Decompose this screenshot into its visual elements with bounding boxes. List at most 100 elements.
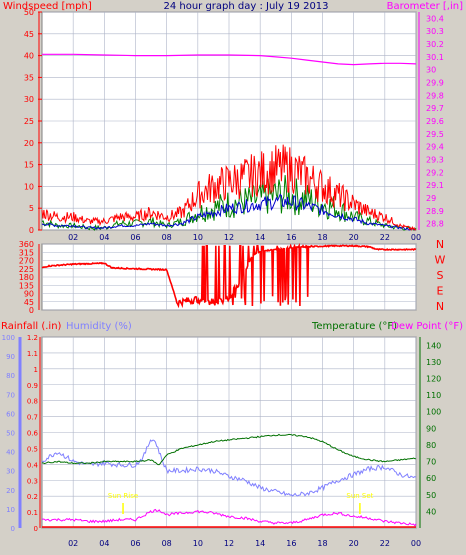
temperature-tick-label: 120 bbox=[426, 375, 441, 384]
direction-tick-label: 180 bbox=[19, 273, 34, 282]
time-tick-label: 12 bbox=[224, 539, 234, 548]
time-tick-label: 14 bbox=[255, 539, 265, 548]
barometer-tick-label: 28.8 bbox=[426, 220, 444, 229]
dewpoint-axis-title: Dew Point (°F) bbox=[391, 321, 463, 332]
temperature-series bbox=[42, 433, 417, 466]
compass-label: E bbox=[437, 285, 444, 298]
rain-tick-label: 0 bbox=[34, 525, 38, 533]
time-tick-label: 10 bbox=[193, 233, 203, 242]
temperature-tick-label: 40 bbox=[426, 507, 436, 516]
barometer-tick-label: 30.1 bbox=[426, 53, 444, 62]
temperature-axis-ticks: 40 50 60 70 80 90 100 110 120 130 140 bbox=[419, 337, 441, 528]
humidity-tick-label: 100 bbox=[2, 334, 15, 342]
temperature-tick-label: 100 bbox=[426, 408, 441, 417]
barometer-tick-label: 30 bbox=[426, 66, 436, 75]
temperature-tick-label: 140 bbox=[426, 341, 441, 350]
time-tick-label: 20 bbox=[349, 233, 359, 242]
wind-tick-label: 30 bbox=[24, 95, 34, 104]
humidity-axis-title: Humidity (%) bbox=[66, 321, 132, 332]
humidity-tick-label: 50 bbox=[6, 430, 15, 438]
barometer-tick-label: 29.7 bbox=[426, 104, 444, 113]
wind-tick-label: 50 bbox=[24, 8, 34, 17]
wind-tick-label: 40 bbox=[24, 52, 34, 61]
rain-tick-label: 0.5 bbox=[27, 445, 38, 453]
time-tick-label: 04 bbox=[99, 233, 109, 242]
rain-tick-label: 1.2 bbox=[27, 334, 38, 342]
wind-tick-label: 0 bbox=[29, 226, 34, 235]
sunset-label: Sun Set bbox=[346, 492, 373, 500]
wind-tick-label: 20 bbox=[24, 139, 34, 148]
direction-tick-label: 315 bbox=[19, 248, 34, 257]
barometer-axis-title: Barometer [,in] bbox=[387, 1, 463, 12]
time-tick-label: 20 bbox=[349, 539, 359, 548]
rain-tick-label: 1.1 bbox=[27, 350, 38, 358]
humidity-tick-label: 40 bbox=[6, 449, 15, 457]
compass-label: N bbox=[436, 238, 444, 251]
time-tick-label: 18 bbox=[317, 539, 327, 548]
humidity-tick-label: 0 bbox=[11, 525, 15, 533]
direction-tick-label: 0 bbox=[29, 306, 34, 315]
wind-axis-ticks: 0 5 10 15 20 25 30 35 40 45 50 bbox=[24, 8, 42, 235]
direction-tick-label: 90 bbox=[24, 290, 34, 299]
time-tick-label: 04 bbox=[99, 539, 109, 548]
wind-tick-label: 5 bbox=[29, 204, 34, 213]
time-tick-label: 02 bbox=[68, 233, 78, 242]
barometer-tick-label: 29.3 bbox=[426, 155, 444, 164]
barometer-series bbox=[42, 53, 417, 66]
temperature-tick-label: 70 bbox=[426, 458, 436, 467]
rain-axis-title: Rainfall (.in) bbox=[1, 321, 62, 332]
wind-series bbox=[41, 53, 417, 231]
barometer-tick-label: 29.1 bbox=[426, 181, 444, 190]
rain-tick-label: 0.7 bbox=[27, 414, 38, 422]
rain-axis-ticks: 0 0.1 0.2 0.3 0.4 0.5 0.6 0.7 0.8 0.9 1 1.1 1.2 bbox=[27, 334, 41, 533]
humidity-tick-label: 70 bbox=[6, 391, 15, 399]
wind-tick-label: 45 bbox=[24, 30, 34, 39]
time-tick-label: 22 bbox=[380, 539, 390, 548]
humidity-tick-label: 60 bbox=[6, 410, 15, 418]
dewpoint-series bbox=[41, 508, 417, 527]
sunrise-label: Sun Rise bbox=[108, 492, 138, 500]
time-tick-label: 14 bbox=[255, 233, 265, 242]
temperature-tick-label: 50 bbox=[426, 491, 436, 500]
direction-tick-label: 270 bbox=[19, 257, 34, 266]
rain-tick-label: 0.8 bbox=[27, 398, 38, 406]
time-tick-label: 00 bbox=[411, 539, 421, 548]
direction-series bbox=[41, 242, 417, 309]
humidity-tick-label: 10 bbox=[6, 506, 15, 514]
rain-tick-label: 0.3 bbox=[27, 477, 38, 485]
rain-tick-label: 0.6 bbox=[27, 430, 39, 438]
time-tick-label: 18 bbox=[317, 233, 327, 242]
barometer-tick-label: 29.2 bbox=[426, 168, 444, 177]
compass-label: W bbox=[435, 254, 446, 267]
time-tick-label: 00 bbox=[411, 233, 421, 242]
humidity-tick-label: 20 bbox=[6, 487, 15, 495]
barometer-tick-label: 29 bbox=[426, 194, 436, 203]
wind-time-axis: 02 04 06 08 10 12 14 16 18 20 22 00 bbox=[68, 233, 421, 242]
direction-tick-label: 135 bbox=[19, 281, 34, 290]
time-tick-label: 16 bbox=[286, 233, 296, 242]
temperature-tick-label: 130 bbox=[426, 358, 441, 367]
time-tick-label: 06 bbox=[130, 233, 140, 242]
rain-tick-label: 0.4 bbox=[27, 461, 39, 469]
climate-grid bbox=[42, 336, 417, 529]
sun-annotations: Sun Rise Sun Set bbox=[108, 492, 374, 514]
barometer-tick-label: 29.6 bbox=[426, 117, 444, 126]
barometer-tick-label: 29.4 bbox=[426, 143, 444, 152]
average-wind-series bbox=[41, 193, 416, 231]
direction-tick-label: 225 bbox=[19, 265, 34, 274]
time-tick-label: 06 bbox=[130, 539, 140, 548]
temperature-tick-label: 60 bbox=[426, 474, 436, 483]
humidity-axis-ticks: 0 10 20 30 40 50 60 70 80 90 100 bbox=[2, 334, 22, 533]
wind-axis-title: Windspeed [mph] bbox=[3, 1, 92, 12]
time-tick-label: 22 bbox=[380, 233, 390, 242]
rain-tick-label: 0.2 bbox=[27, 493, 38, 501]
rain-tick-label: 1 bbox=[34, 366, 38, 374]
barometer-tick-label: 30.2 bbox=[426, 40, 444, 49]
direction-tick-label: 45 bbox=[24, 298, 34, 307]
wind-direction-series bbox=[41, 242, 417, 309]
wind-tick-label: 25 bbox=[24, 117, 34, 126]
time-tick-label: 02 bbox=[68, 539, 78, 548]
climate-time-axis: 02 04 06 08 10 12 14 16 18 20 22 00 bbox=[68, 539, 421, 548]
time-tick-label: 10 bbox=[193, 539, 203, 548]
